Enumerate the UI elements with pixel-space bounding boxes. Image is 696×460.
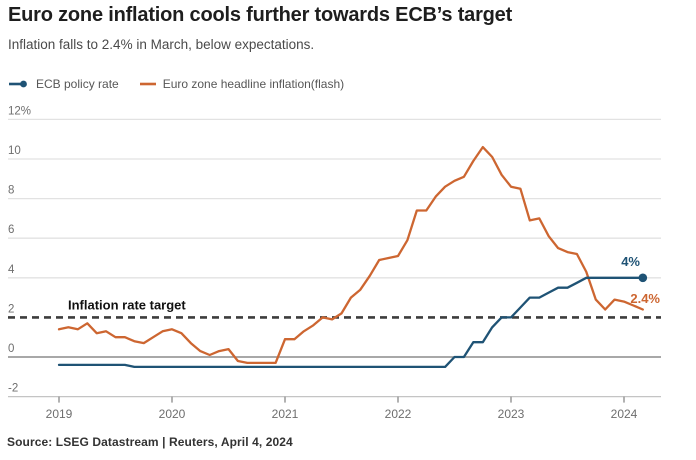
series-end-label: 2.4% xyxy=(630,291,660,306)
x-axis-tick-label: 2024 xyxy=(611,407,638,421)
y-axis-tick-label: 2 xyxy=(8,303,14,315)
legend-label: Euro zone headline inflation(flash) xyxy=(162,77,345,91)
series-line xyxy=(57,145,644,365)
legend-item-policy-rate: ECB policy rate xyxy=(8,77,119,91)
chart-area: 12% 10 8 6 4 2 0 -2 Inflation rate target 2019 202… xyxy=(0,105,696,435)
y-axis-tick-label: 10 xyxy=(8,145,21,157)
series-end-dot xyxy=(638,273,648,283)
legend-label: ECB policy rate xyxy=(36,77,119,91)
series-end-label: 4% xyxy=(621,254,640,269)
legend-item-inflation: Euro zone headline inflation(flash) xyxy=(139,77,344,91)
y-axis-tick-label: -2 xyxy=(8,383,18,395)
y-axis-tick-label: 12% xyxy=(8,105,31,117)
inflation-target-label: Inflation rate target xyxy=(68,297,186,312)
y-axis-tick-label: 8 xyxy=(8,185,14,197)
inflation-line-icon xyxy=(139,82,156,86)
y-axis-tick-label: 0 xyxy=(8,343,14,355)
chart-subtitle: Inflation falls to 2.4% in March, below … xyxy=(8,37,315,52)
source-note: Source: LSEG Datastream | Reuters, April… xyxy=(7,435,293,449)
page-title: Euro zone inflation cools further toward… xyxy=(8,4,513,26)
legend: ECB policy rate Euro zone headline infla… xyxy=(8,77,344,91)
policy-rate-line-dot-icon xyxy=(9,80,27,88)
x-axis-tick-label: 2022 xyxy=(385,407,412,421)
x-axis-tick-label: 2023 xyxy=(498,407,525,421)
y-axis-tick-label: 4 xyxy=(8,264,15,276)
y-axis-tick-label: 6 xyxy=(8,224,14,236)
series-line xyxy=(57,276,644,369)
line-chart: 12% 10 8 6 4 2 0 -2 Inflation rate target 2019 202… xyxy=(8,105,661,421)
x-axis-tick-label: 2020 xyxy=(159,407,186,421)
x-axis-tick-label: 2019 xyxy=(46,407,73,421)
x-axis-tick-label: 2021 xyxy=(272,407,299,421)
